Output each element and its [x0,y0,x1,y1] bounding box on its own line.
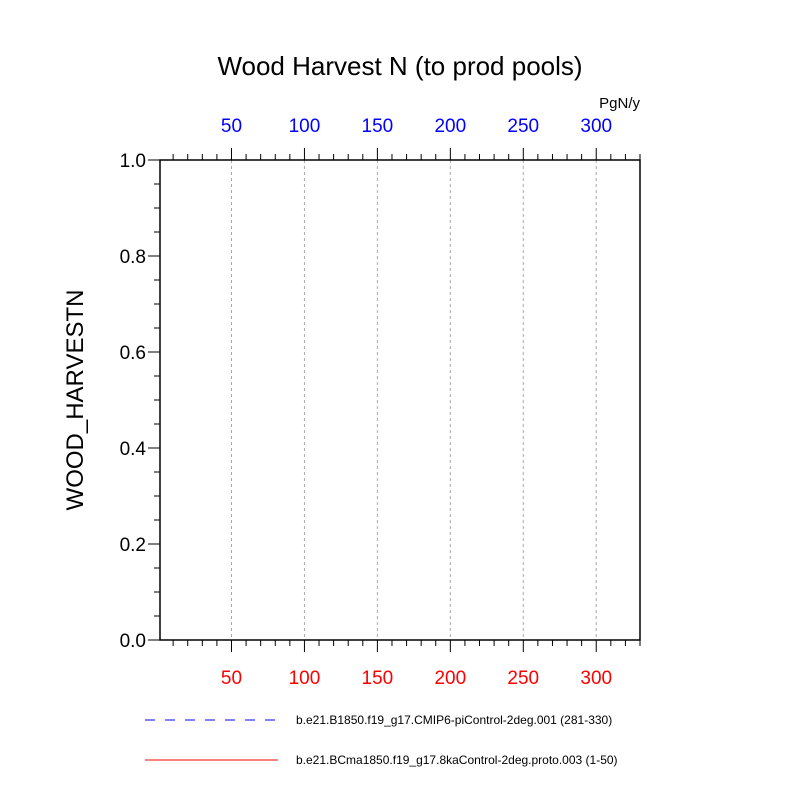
x-top-tick-label: 50 [221,116,242,137]
x-top-tick-label: 300 [580,116,612,137]
legend-label: b.e21.B1850.f19_g17.CMIP6-piControl-2deg… [296,713,612,727]
x-bottom-tick-label: 250 [507,668,539,689]
y-tick-label: 1.0 [120,151,146,172]
ticks [148,148,641,652]
y-tick-label: 0.4 [120,439,147,460]
y-tick-label: 0.8 [120,247,146,268]
x-top-tick-label: 100 [289,116,321,137]
y-tick-label: 0.2 [120,535,146,556]
legend-label: b.e21.BCma1850.f19_g17.8kaControl-2deg.p… [296,753,618,767]
x-top-tick-label: 200 [434,116,466,137]
tick-labels: 50 100 150 200 250 300 50 100 150 200 250 300 0.0 0.2… [120,116,613,689]
y-tick-label: 0.6 [120,343,146,364]
x-bottom-tick-label: 150 [362,668,394,689]
x-top-tick-label: 250 [507,116,539,137]
grid [230,160,597,640]
x-bottom-tick-label: 50 [221,668,242,689]
plot-frame [159,159,641,641]
chart-title: Wood Harvest N (to prod pools) [217,51,582,81]
legend: b.e21.B1850.f19_g17.CMIP6-piControl-2deg… [145,713,618,767]
x-bottom-tick-label: 200 [434,668,466,689]
units-label: PgN/y [599,95,640,112]
x-bottom-tick-label: 100 [289,668,321,689]
y-tick-label: 0.0 [120,631,146,652]
x-bottom-tick-label: 300 [580,668,612,689]
y-axis-label: WOOD_HARVESTN [62,290,89,511]
x-top-tick-label: 150 [362,116,394,137]
